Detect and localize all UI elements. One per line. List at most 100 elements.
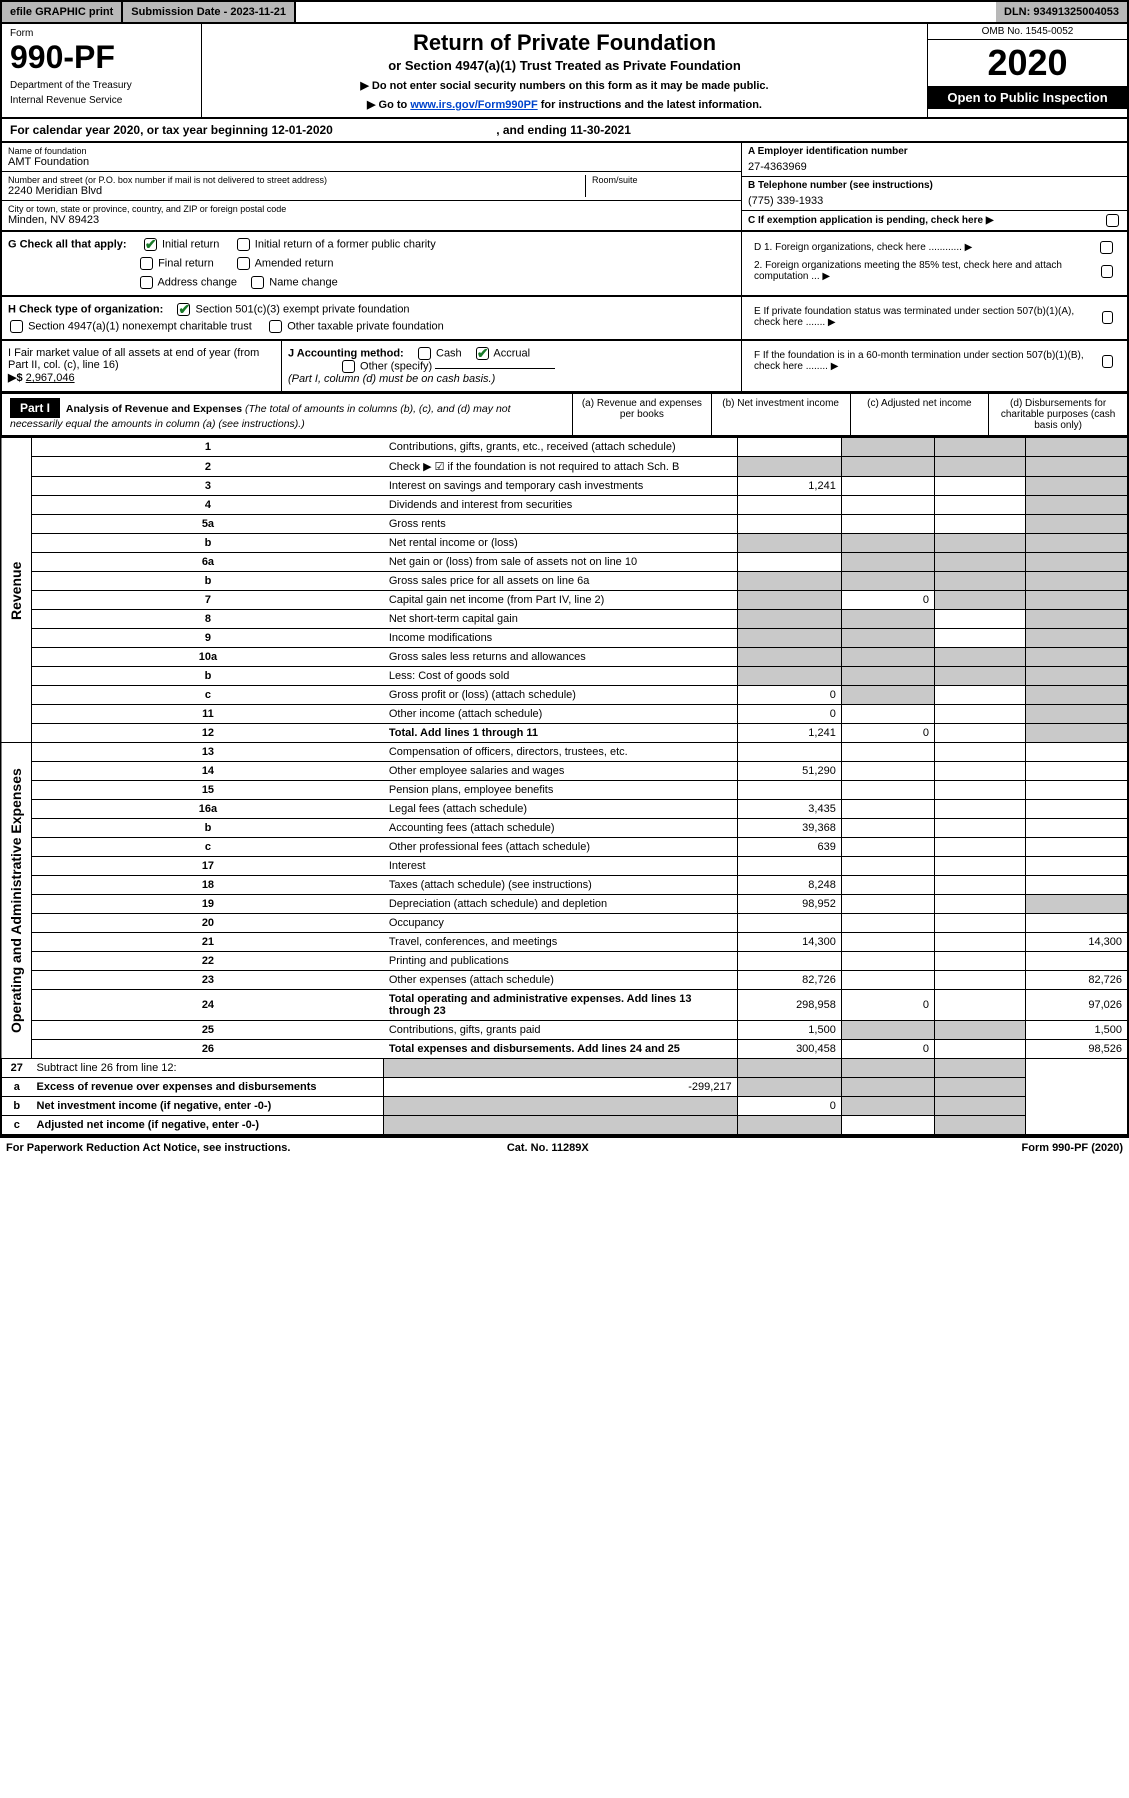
amount-cell xyxy=(934,534,1025,553)
row-description: Subtract line 26 from line 12: xyxy=(32,1059,384,1078)
address-change-label: Address change xyxy=(157,276,237,288)
name-change-checkbox[interactable] xyxy=(251,276,264,289)
amount-cell xyxy=(841,629,934,648)
amended-checkbox[interactable] xyxy=(237,257,250,270)
amount-cell xyxy=(934,686,1025,705)
row-number: b xyxy=(32,534,384,553)
amount-cell xyxy=(1026,496,1128,515)
amount-cell: 8,248 xyxy=(737,876,841,895)
table-row: 12Total. Add lines 1 through 111,2410 xyxy=(1,724,1128,743)
efile-label[interactable]: efile GRAPHIC print xyxy=(2,2,123,22)
amount-cell xyxy=(934,990,1025,1021)
c-checkbox[interactable] xyxy=(1106,214,1119,227)
amount-cell xyxy=(384,1116,737,1136)
address-change-checkbox[interactable] xyxy=(140,276,153,289)
amount-cell: -299,217 xyxy=(384,1078,737,1097)
amount-cell xyxy=(841,667,934,686)
row-description: Net investment income (if negative, ente… xyxy=(32,1097,384,1116)
initial-return-label: Initial return xyxy=(162,238,219,250)
row-description: Gross sales less returns and allowances xyxy=(384,648,737,667)
amount-cell xyxy=(1026,629,1128,648)
part1-badge: Part I xyxy=(10,398,60,418)
initial-former-checkbox[interactable] xyxy=(237,238,250,251)
accrual-checkbox[interactable] xyxy=(476,347,489,360)
amount-cell xyxy=(1026,952,1128,971)
part1-header-row: Part I Analysis of Revenue and Expenses … xyxy=(0,393,1129,437)
amount-cell xyxy=(841,933,934,952)
main-table: Revenue1Contributions, gifts, grants, et… xyxy=(0,437,1129,1136)
section-i: I Fair market value of all assets at end… xyxy=(2,341,282,391)
final-return-checkbox[interactable] xyxy=(140,257,153,270)
amount-cell xyxy=(934,477,1025,496)
table-row: 15Pension plans, employee benefits xyxy=(1,781,1128,800)
s501-checkbox[interactable] xyxy=(177,303,190,316)
amount-cell xyxy=(1026,438,1128,457)
s4947-checkbox[interactable] xyxy=(10,320,23,333)
table-row: cAdjusted net income (if negative, enter… xyxy=(1,1116,1128,1136)
amount-cell xyxy=(841,572,934,591)
amount-cell xyxy=(934,515,1025,534)
section-g-d: G Check all that apply: Initial return I… xyxy=(0,232,1129,297)
row-description: Depreciation (attach schedule) and deple… xyxy=(384,895,737,914)
tax-year: 2020 xyxy=(928,40,1127,86)
row-number: 6a xyxy=(32,553,384,572)
note-link: ▶ Go to www.irs.gov/Form990PF for instru… xyxy=(208,98,921,111)
note2-post: for instructions and the latest informat… xyxy=(538,99,762,111)
table-row: 2Check ▶ ☑ if the foundation is not requ… xyxy=(1,457,1128,477)
other-specify-checkbox[interactable] xyxy=(342,360,355,373)
e-checkbox[interactable] xyxy=(1102,311,1113,324)
row-number: 2 xyxy=(32,457,384,477)
row-number: 10a xyxy=(32,648,384,667)
ein-cell: A Employer identification number 27-4363… xyxy=(742,143,1127,177)
row-description: Dividends and interest from securities xyxy=(384,496,737,515)
amount-cell xyxy=(841,895,934,914)
amount-cell xyxy=(841,762,934,781)
amount-cell xyxy=(1026,648,1128,667)
final-return-label: Final return xyxy=(158,257,214,269)
cash-checkbox[interactable] xyxy=(418,347,431,360)
table-row: 17Interest xyxy=(1,857,1128,876)
initial-return-checkbox[interactable] xyxy=(144,238,157,251)
other-tax-checkbox[interactable] xyxy=(269,320,282,333)
amount-cell: 51,290 xyxy=(737,762,841,781)
amount-cell xyxy=(1026,705,1128,724)
form990pf-link[interactable]: www.irs.gov/Form990PF xyxy=(410,99,537,111)
amount-cell xyxy=(1026,876,1128,895)
amount-cell xyxy=(737,496,841,515)
amount-cell xyxy=(841,686,934,705)
side-label: Operating and Administrative Expenses xyxy=(1,743,32,1059)
d1-checkbox[interactable] xyxy=(1100,241,1113,254)
dln-value: 93491325004053 xyxy=(1033,6,1119,18)
row-number: 25 xyxy=(32,1021,384,1040)
part1-desc: Part I Analysis of Revenue and Expenses … xyxy=(2,394,572,435)
amount-cell xyxy=(841,438,934,457)
row-number: 18 xyxy=(32,876,384,895)
row-description: Net rental income or (loss) xyxy=(384,534,737,553)
accrual-label: Accrual xyxy=(493,347,530,359)
amount-cell xyxy=(1026,534,1128,553)
col-d-header: (d) Disbursements for charitable purpose… xyxy=(988,394,1127,435)
row-number: a xyxy=(1,1078,32,1097)
amount-cell xyxy=(841,610,934,629)
table-row: 11Other income (attach schedule)0 xyxy=(1,705,1128,724)
row-description: Taxes (attach schedule) (see instruction… xyxy=(384,876,737,895)
row-number: 4 xyxy=(32,496,384,515)
amount-cell xyxy=(841,857,934,876)
table-row: 25Contributions, gifts, grants paid1,500… xyxy=(1,1021,1128,1040)
table-row: cGross profit or (loss) (attach schedule… xyxy=(1,686,1128,705)
row-number: c xyxy=(32,838,384,857)
j-note: (Part I, column (d) must be on cash basi… xyxy=(288,373,495,385)
amount-cell xyxy=(841,971,934,990)
section-h: H Check type of organization: Section 50… xyxy=(2,297,742,339)
row-description: Pension plans, employee benefits xyxy=(384,781,737,800)
amount-cell: 0 xyxy=(737,1097,841,1116)
dln: DLN: 93491325004053 xyxy=(996,2,1127,22)
amount-cell xyxy=(841,515,934,534)
amount-cell xyxy=(934,610,1025,629)
amount-cell xyxy=(1026,572,1128,591)
f-checkbox[interactable] xyxy=(1102,355,1113,368)
d2-checkbox[interactable] xyxy=(1101,265,1113,278)
city-label: City or town, state or province, country… xyxy=(8,204,735,214)
row-description: Total operating and administrative expen… xyxy=(384,990,737,1021)
header-mid: Return of Private Foundation or Section … xyxy=(202,24,927,117)
